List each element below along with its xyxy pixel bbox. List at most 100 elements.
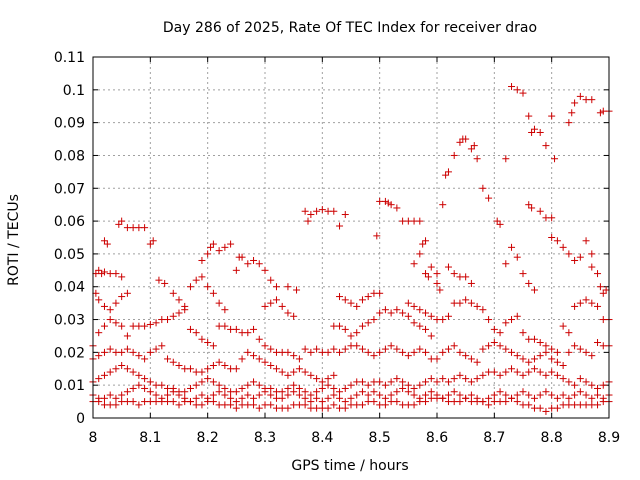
data-point [295, 365, 303, 373]
data-point [513, 86, 521, 94]
data-point [599, 381, 607, 389]
data-point [422, 270, 430, 278]
data-point [530, 335, 538, 343]
data-point [594, 384, 602, 392]
data-point [169, 289, 177, 297]
data-point [594, 401, 602, 409]
data-point [370, 398, 378, 406]
data-point [238, 355, 246, 363]
data-point [393, 306, 401, 314]
data-point [204, 365, 212, 373]
data-point [588, 250, 596, 258]
data-point [410, 319, 418, 327]
data-point [427, 332, 435, 340]
data-point [106, 316, 114, 324]
data-point [553, 358, 561, 366]
data-point [450, 342, 458, 350]
data-point [295, 391, 303, 399]
data-point [267, 361, 275, 369]
data-point [129, 398, 137, 406]
data-point [324, 404, 332, 412]
data-point [215, 381, 223, 389]
data-point [221, 391, 229, 399]
data-point [118, 361, 126, 369]
data-point [336, 394, 344, 402]
data-point [528, 128, 536, 136]
data-point [278, 368, 286, 376]
data-point [462, 375, 470, 383]
data-point [290, 388, 298, 396]
data-point [250, 256, 258, 264]
x-axis-label: GPS time / hours [291, 458, 408, 474]
data-point [530, 394, 538, 402]
data-point [424, 273, 432, 281]
data-point [528, 204, 536, 212]
data-point [439, 348, 447, 356]
y-tick-label: 0.11 [54, 50, 85, 66]
data-point [370, 388, 378, 396]
data-point [358, 322, 366, 330]
data-point [373, 232, 381, 240]
x-tick-label: 8.1 [139, 430, 161, 446]
plot-frame [92, 56, 610, 419]
data-point [169, 398, 177, 406]
data-point [496, 388, 504, 396]
data-point [358, 388, 366, 396]
data-point [209, 391, 217, 399]
y-tick-label: 0.07 [54, 181, 85, 197]
data-point [596, 283, 604, 291]
data-point [456, 299, 464, 307]
data-point [169, 312, 177, 320]
data-point [95, 329, 103, 337]
data-point [416, 322, 424, 330]
data-point [490, 339, 498, 347]
data-point [467, 355, 475, 363]
grid-lines [93, 57, 609, 418]
data-point [548, 234, 556, 241]
data-point [100, 394, 108, 402]
data-point [568, 109, 576, 117]
data-point [336, 322, 344, 330]
data-point [152, 345, 160, 353]
data-point [100, 371, 108, 379]
data-point [467, 378, 475, 386]
data-point [519, 371, 527, 379]
x-tick-label: 8.5 [369, 430, 391, 446]
data-point [330, 384, 338, 392]
data-point [204, 250, 212, 258]
data-point [158, 342, 166, 350]
data-point [95, 375, 103, 383]
data-points [89, 83, 613, 415]
data-point [164, 355, 172, 363]
data-point [284, 404, 292, 412]
data-point [416, 381, 424, 389]
data-point [358, 378, 366, 386]
data-point [358, 296, 366, 304]
data-point [278, 388, 286, 396]
data-point [186, 384, 194, 392]
data-point [215, 358, 223, 366]
data-point [582, 296, 590, 304]
chart-title: Day 286 of 2025, Rate Of TEC Index for r… [163, 20, 537, 36]
data-point [146, 388, 154, 396]
data-point [582, 378, 590, 386]
data-point [502, 319, 510, 327]
data-point [267, 299, 275, 307]
data-point [232, 365, 240, 373]
data-point [542, 348, 550, 356]
data-point [267, 276, 275, 284]
x-tick-label: 8.7 [483, 430, 505, 446]
data-point [284, 384, 292, 392]
data-point [393, 204, 401, 212]
data-point [141, 322, 149, 330]
data-point [381, 306, 389, 314]
data-point [112, 401, 120, 409]
data-point [565, 250, 573, 258]
data-point [530, 355, 538, 363]
data-point [571, 391, 579, 399]
data-point [164, 316, 172, 324]
data-point [376, 378, 384, 386]
data-point [301, 388, 309, 396]
data-point [324, 348, 332, 356]
data-point [393, 345, 401, 353]
